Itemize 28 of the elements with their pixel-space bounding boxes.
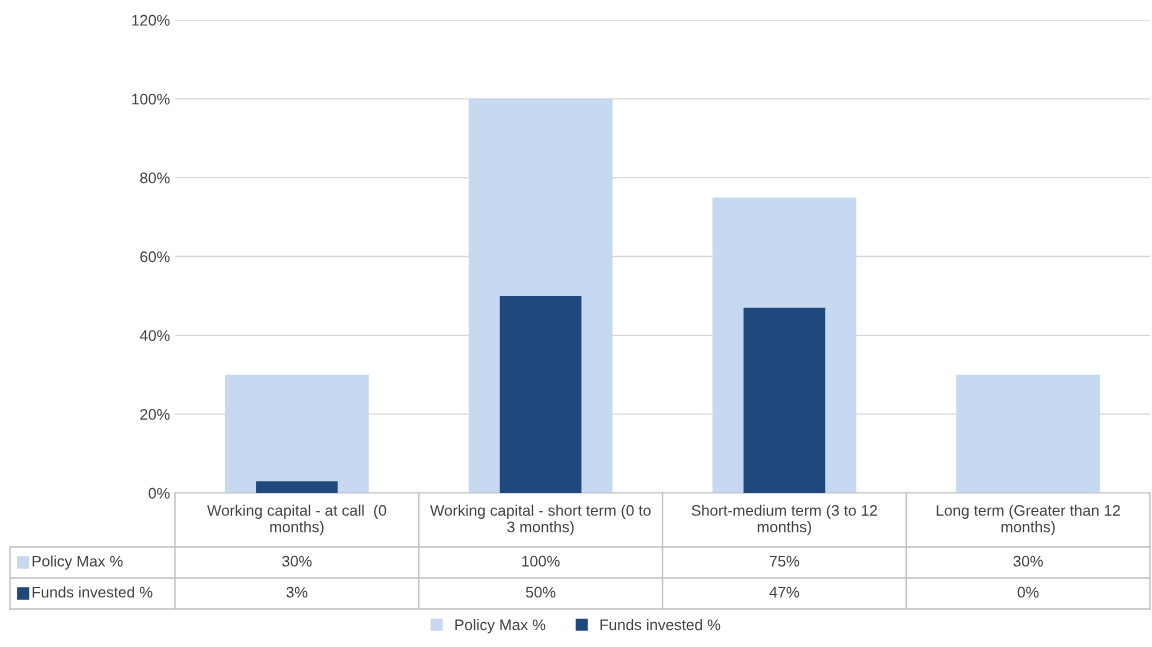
data-label: 75% [769, 555, 800, 567]
data-label: 100% [522, 555, 560, 567]
y-tick-label: 20% [140, 409, 170, 420]
x-tick-label: Working capital - short term (0 to 3 months) [430, 504, 651, 536]
y-tick-label: 120% [132, 14, 170, 26]
text: Policy Max % [455, 619, 546, 634]
data-label: 47% [769, 586, 800, 598]
data-label: 50% [525, 586, 556, 598]
legend-label: Policy Max % [32, 555, 123, 570]
bar [256, 481, 338, 493]
y-tick-label: 80% [140, 172, 170, 184]
data-label: 30% [282, 555, 312, 567]
x-tick-label: Short-medium term (3 to 12 months) [691, 504, 878, 536]
bar [224, 374, 369, 493]
data-label: 30% [1013, 555, 1043, 567]
x-tick-label: Working capital - at call (0 months) [207, 504, 387, 536]
data-label: 0% [1017, 586, 1039, 598]
bar [499, 295, 582, 493]
bar [956, 374, 1101, 493]
legend-label: Funds invested % [600, 619, 721, 631]
x-tick-label: Long term (Greater than 12 months) [936, 504, 1120, 536]
bar [743, 307, 826, 493]
y-tick-label: 0% [148, 487, 170, 499]
y-tick-label: 60% [140, 251, 170, 263]
y-tick-label: 40% [139, 330, 170, 342]
text: Funds invested % [32, 586, 153, 598]
y-tick-label: 100% [132, 93, 170, 105]
data-label: 3% [286, 586, 308, 598]
